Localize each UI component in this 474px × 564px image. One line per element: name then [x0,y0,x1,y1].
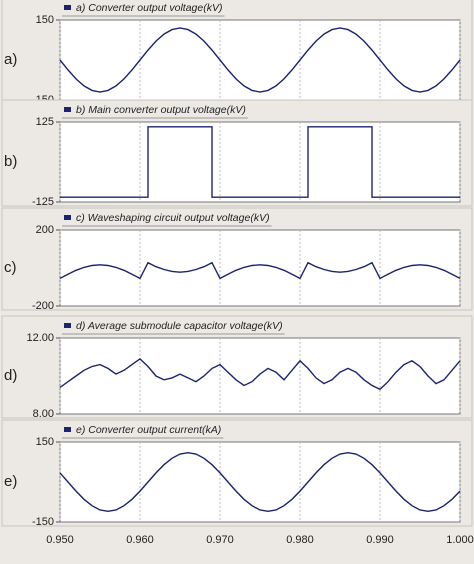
legend-label: b) Main converter output voltage(kV) [76,104,246,116]
y-tick-label: 8.00 [33,408,54,420]
legend-label: a) Converter output voltage(kV) [76,2,223,14]
y-tick-label: -150 [32,516,54,528]
plot-area [59,19,461,101]
plot-area [59,337,461,415]
panel-label: e) [4,473,17,490]
series-line [60,126,460,198]
series-line [59,451,461,513]
y-tick-label: 125 [36,116,54,128]
panel-label: b) [4,153,17,170]
y-tick-label: 150 [36,436,54,448]
panel-label: a) [4,51,17,68]
y-tick-label: -200 [32,300,54,312]
x-tick-label: 0.980 [286,534,314,546]
legend-swatch [64,107,71,112]
legend-label: d) Average submodule capacitor voltage(k… [76,320,283,332]
y-tick-label: -125 [32,196,54,208]
plot-area [59,229,461,307]
legend-swatch [64,323,71,328]
legend-swatch [64,427,71,432]
x-tick-label: 0.960 [126,534,154,546]
series-line [59,27,461,93]
y-tick-label: 150 [36,14,54,26]
panel-label: d) [4,367,17,384]
series-line [59,261,461,280]
legend-swatch [64,5,71,10]
plot-area [59,121,461,203]
legend-label: c) Waveshaping circuit output voltage(kV… [76,212,270,224]
legend-label: e) Converter output current(kA) [76,424,221,436]
panel-label: c) [4,259,17,276]
x-tick-label: 0.950 [46,534,74,546]
series-line [59,357,461,391]
x-tick-label: 1.000 [446,534,474,546]
plot-area [59,441,461,523]
y-tick-label: 12.00 [26,332,54,344]
legend-swatch [64,215,71,220]
x-tick-label: 0.970 [206,534,234,546]
y-tick-label: 200 [36,224,54,236]
x-tick-label: 0.990 [366,534,394,546]
